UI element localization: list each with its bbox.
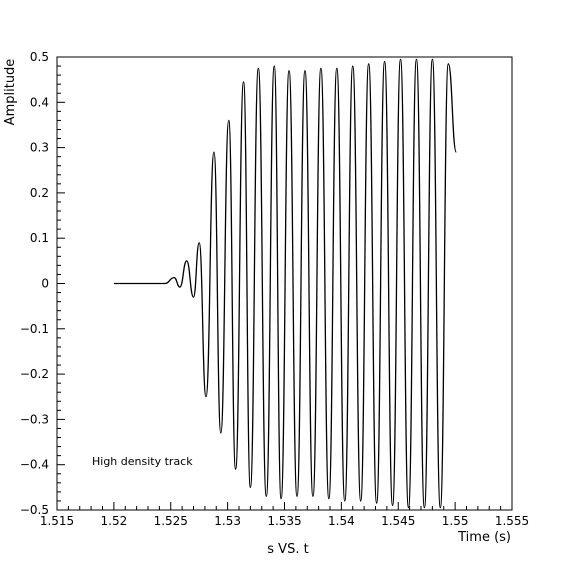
y-tick-label-4: −0.1 [20,322,49,336]
y-tick-label-8: 0.3 [30,141,49,155]
y-tick-label-0: −0.5 [20,503,49,517]
y-tick-label-10: 0.5 [30,50,49,64]
x-tick-label-5: 1.54 [328,514,355,528]
y-tick-label-9: 0.4 [30,95,49,109]
y-tick-label-7: 0.2 [30,186,49,200]
y-tick-label-5: 0 [41,277,49,291]
axis-tick-labels: 1.515 1.52 1.525 1.53 1.535 1.54 1.545 1.55 1.55… [20,50,529,528]
x-axis-title: Time (s) [457,530,511,545]
y-tick-label-1: −0.4 [20,458,49,472]
series-group [113,58,457,509]
x-tick-label-4: 1.535 [267,514,301,528]
axis-ticks [56,56,513,511]
y-tick-label-3: −0.2 [20,367,49,381]
x-tick-label-6: 1.545 [381,514,415,528]
series-line-0 [113,58,457,509]
x-tick-label-0: 1.515 [40,514,74,528]
x-tick-label-7: 1.55 [442,514,469,528]
x-tick-label-8: 1.555 [495,514,529,528]
x-tick-label-1: 1.52 [101,514,128,528]
y-axis-title: Amplitude [3,59,18,126]
x-tick-label-2: 1.525 [154,514,188,528]
chart-annotation: High density track [92,455,193,468]
footer-label: s VS. t [267,542,308,557]
y-tick-label-2: −0.3 [20,412,49,426]
y-tick-label-6: 0.1 [30,231,49,245]
x-tick-label-3: 1.53 [214,514,241,528]
